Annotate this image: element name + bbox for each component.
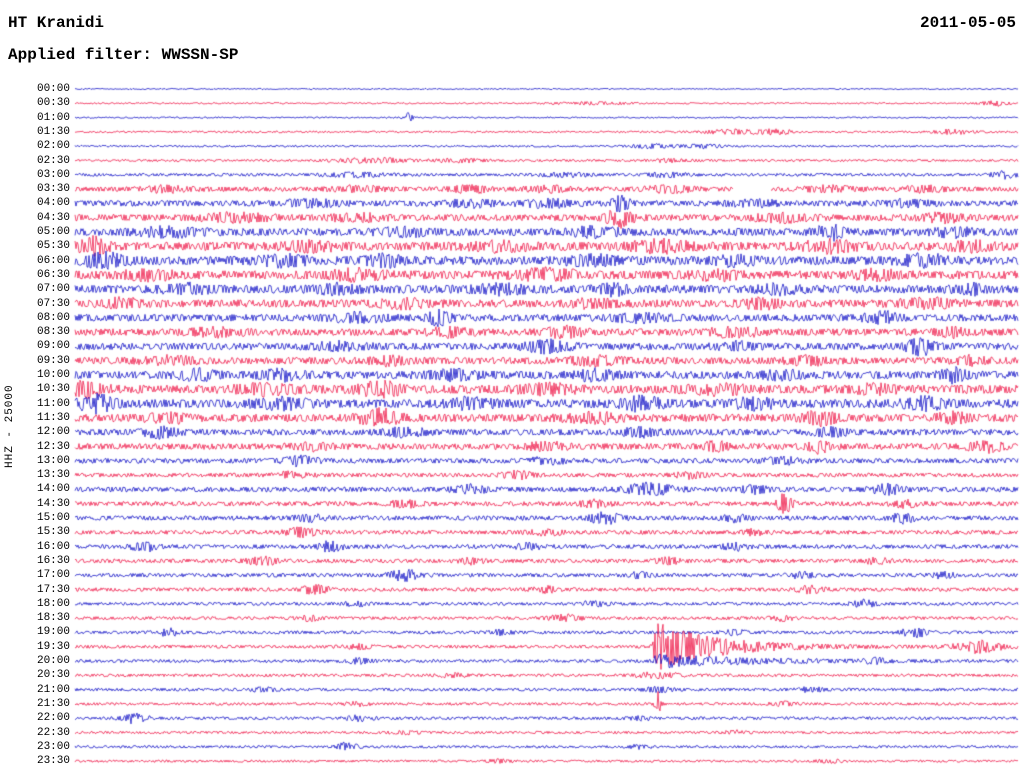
time-label: 22:30	[36, 726, 70, 739]
time-label: 08:30	[36, 326, 70, 339]
time-label: 17:30	[36, 583, 70, 596]
time-label: 13:00	[36, 454, 70, 467]
time-label: 10:30	[36, 383, 70, 396]
time-label: 08:00	[36, 311, 70, 324]
time-label: 12:00	[36, 426, 70, 439]
time-label: 13:30	[36, 469, 70, 482]
time-label: 10:00	[36, 369, 70, 381]
time-label: 15:30	[36, 526, 70, 539]
time-label: 19:30	[36, 640, 70, 653]
time-label: 16:30	[36, 554, 70, 567]
time-label: 09:00	[36, 340, 70, 353]
time-label: 23:00	[36, 740, 70, 753]
time-label: 00:00	[36, 83, 70, 95]
time-label: 02:30	[36, 154, 70, 167]
time-label: 23:30	[36, 755, 70, 768]
station-title: HT Kranidi	[8, 14, 105, 32]
time-label: 21:30	[36, 697, 70, 710]
time-label: 06:30	[36, 268, 70, 281]
time-label: 16:00	[36, 540, 70, 553]
time-label: 14:30	[36, 497, 70, 510]
date-label: 2011-05-05	[919, 14, 1016, 32]
time-label: 15:00	[36, 512, 70, 524]
time-label: 01:30	[36, 125, 70, 138]
time-label: 18:00	[36, 597, 70, 610]
time-label: 00:30	[36, 97, 70, 110]
time-label: 07:00	[36, 283, 70, 296]
time-label: 05:00	[36, 226, 70, 238]
time-label: 07:30	[36, 297, 70, 310]
time-label: 01:00	[36, 111, 70, 124]
time-label: 02:00	[36, 140, 70, 153]
time-label: 18:30	[36, 612, 70, 625]
time-label: 04:30	[36, 211, 70, 224]
time-label: 22:00	[36, 712, 70, 725]
time-label: 12:30	[36, 440, 70, 453]
time-label: 09:30	[36, 354, 70, 367]
time-label: 05:30	[36, 240, 70, 253]
filter-label: Applied filter: WWSSN-SP	[8, 46, 239, 64]
time-label: 11:00	[36, 397, 70, 410]
time-label: 06:00	[36, 254, 70, 267]
time-label: 11:30	[36, 411, 70, 424]
time-label: 03:00	[36, 168, 70, 181]
time-label: 17:00	[36, 569, 70, 582]
time-label: 04:00	[36, 197, 70, 210]
time-label: 03:30	[36, 183, 70, 196]
time-label: 20:00	[36, 655, 70, 667]
time-label: 20:30	[36, 669, 70, 682]
time-label: 21:00	[36, 683, 70, 696]
time-label: 14:00	[36, 483, 70, 496]
time-label: 19:00	[36, 626, 70, 639]
